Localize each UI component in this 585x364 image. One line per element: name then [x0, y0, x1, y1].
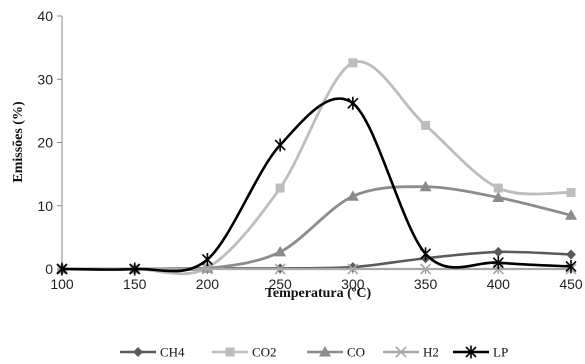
data-point-h2 — [347, 263, 359, 275]
data-point-lp — [129, 262, 141, 276]
data-point-lp — [565, 259, 577, 273]
legend-label: LP — [493, 345, 508, 360]
series-layer — [56, 58, 577, 276]
x-tick-label: 200 — [196, 276, 220, 292]
series-line-lp — [60, 97, 573, 273]
data-point-lp — [201, 253, 213, 267]
legend-swatch-marker — [319, 346, 331, 357]
data-point-co — [419, 180, 432, 192]
data-point-co — [274, 245, 287, 257]
data-point-h2 — [274, 263, 286, 275]
legend-swatch-marker — [465, 345, 477, 359]
x-tick-label: 350 — [414, 276, 438, 292]
legend-label: CH4 — [160, 345, 185, 360]
y-tick-label: 0 — [45, 261, 53, 277]
x-tick-label: 150 — [123, 276, 147, 292]
data-point-ch4 — [493, 246, 504, 257]
data-point-co2 — [275, 183, 285, 193]
data-point-lp — [420, 247, 432, 261]
legend: CH4 CO2 CO H2 LP — [120, 345, 508, 360]
data-point-co — [346, 190, 359, 201]
legend-item-ch4: CH4 — [120, 345, 185, 360]
y-tick-label: 10 — [37, 198, 53, 214]
data-point-h2 — [201, 263, 213, 275]
data-point-h2 — [420, 263, 432, 275]
legend-label: CO2 — [252, 345, 277, 360]
data-point-co — [565, 209, 577, 220]
data-point-ch4 — [566, 249, 576, 260]
y-axis-ticks: 0 10 20 30 40 — [37, 8, 62, 277]
data-point-co2 — [348, 58, 358, 68]
data-point-lp — [56, 262, 68, 276]
data-point-co — [201, 262, 214, 273]
data-point-lp — [492, 256, 504, 270]
y-tick-label: 30 — [37, 71, 53, 87]
x-axis-title: Temperatura (ºC) — [265, 286, 372, 301]
x-tick-label: 250 — [268, 276, 292, 292]
x-tick-label: 100 — [50, 276, 74, 292]
legend-item-h2: H2 — [383, 345, 439, 360]
x-tick-label: 400 — [487, 276, 511, 292]
legend-item-co: CO — [307, 345, 365, 360]
x-tick-label: 450 — [559, 276, 583, 292]
data-point-co2 — [421, 120, 431, 130]
legend-swatch-marker — [395, 346, 407, 358]
legend-swatch-marker — [225, 347, 235, 357]
x-tick-label: 300 — [341, 276, 365, 292]
legend-label: H2 — [423, 345, 439, 360]
data-point-co — [492, 191, 505, 203]
legend-item-lp: LP — [453, 345, 508, 360]
y-axis-title: Emissões (%) — [11, 101, 26, 183]
y-tick-label: 40 — [37, 8, 53, 24]
legend-label: CO — [347, 345, 365, 360]
data-point-co2 — [493, 183, 503, 193]
data-point-lp — [274, 138, 286, 152]
series-lp — [56, 96, 577, 276]
data-point-co2 — [566, 187, 576, 197]
data-point-lp — [347, 96, 359, 110]
legend-item-co2: CO2 — [212, 345, 277, 360]
y-tick-label: 20 — [37, 135, 53, 151]
legend-swatch-marker — [133, 347, 143, 357]
